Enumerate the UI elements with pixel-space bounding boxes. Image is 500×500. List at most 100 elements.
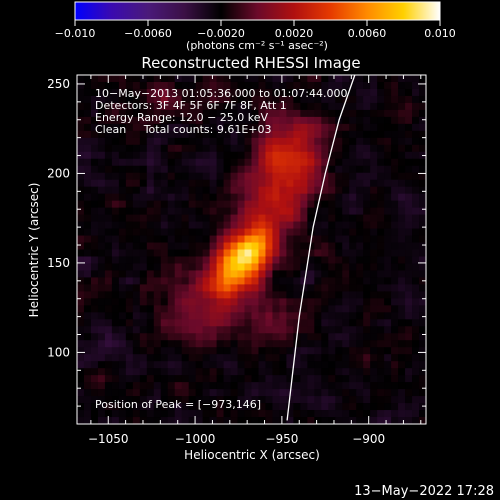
heatmap-cell xyxy=(132,333,141,341)
heatmap-cell xyxy=(405,326,413,334)
heatmap-cell xyxy=(279,123,287,132)
heatmap-cell xyxy=(132,403,141,411)
heatmap-cell xyxy=(216,165,224,174)
heatmap-cell xyxy=(377,249,385,257)
heatmap-cell xyxy=(321,200,329,209)
heatmap-cell xyxy=(244,382,252,390)
heatmap-cell xyxy=(272,130,280,139)
heatmap-cell xyxy=(349,179,357,188)
heatmap-cell xyxy=(237,396,245,404)
heatmap-cell xyxy=(265,200,273,209)
heatmap-cell xyxy=(223,249,231,257)
heatmap-cell xyxy=(132,137,141,146)
heatmap-cell xyxy=(77,75,85,83)
heatmap-cell xyxy=(384,326,392,334)
heatmap-cell xyxy=(265,375,273,383)
heatmap-cell xyxy=(405,109,413,118)
heatmap-cell xyxy=(377,221,385,229)
heatmap-cell xyxy=(209,130,217,139)
heatmap-cell xyxy=(412,116,420,125)
heatmap-cell xyxy=(307,172,315,181)
heatmap-cell xyxy=(314,396,322,404)
heatmap-cell xyxy=(314,270,322,278)
annotation-detectors: Detectors: 3F 4F 5F 6F 7F 8F, Att 1 xyxy=(95,99,287,112)
heatmap-cell xyxy=(202,242,211,250)
heatmap-cell xyxy=(77,382,85,390)
heatmap-cell xyxy=(188,144,197,153)
heatmap-cell xyxy=(83,214,92,222)
heatmap-cell xyxy=(398,200,406,209)
y-tick-label: 200 xyxy=(47,166,70,180)
heatmap-cell xyxy=(132,81,141,90)
heatmap-cell xyxy=(237,242,245,250)
heatmap-cell xyxy=(377,144,385,153)
heatmap-cell xyxy=(363,221,371,229)
heatmap-cell xyxy=(181,179,190,188)
heatmap-cell xyxy=(349,333,357,341)
heatmap-cell xyxy=(139,354,148,362)
heatmap-cell xyxy=(216,396,224,404)
heatmap-cell xyxy=(356,410,364,418)
heatmap-cell xyxy=(83,193,92,202)
heatmap-cell xyxy=(377,207,385,215)
heatmap-cell xyxy=(384,200,392,209)
heatmap-cell xyxy=(321,305,329,313)
heatmap-cell xyxy=(237,88,245,97)
heatmap-cell xyxy=(293,410,301,418)
heatmap-cell xyxy=(83,382,92,390)
heatmap-cell xyxy=(279,130,287,139)
heatmap-cell xyxy=(279,277,287,285)
heatmap-cell xyxy=(370,382,378,390)
heatmap-cell xyxy=(125,403,134,411)
heatmap-cell xyxy=(342,193,350,202)
heatmap-cell xyxy=(90,200,99,209)
heatmap-cell xyxy=(363,298,371,306)
heatmap-cell xyxy=(300,403,308,411)
heatmap-cell xyxy=(377,263,385,271)
heatmap-cell xyxy=(419,186,426,195)
heatmap-cell xyxy=(104,151,113,160)
heatmap-cell xyxy=(405,291,413,299)
heatmap-cell xyxy=(223,417,231,424)
heatmap-cell xyxy=(139,235,148,243)
heatmap-cell xyxy=(118,417,127,424)
heatmap-cell xyxy=(181,333,190,341)
heatmap-cell xyxy=(405,144,413,153)
heatmap-cell xyxy=(265,340,273,348)
heatmap-cell xyxy=(286,410,294,418)
heatmap-cell xyxy=(188,361,197,369)
heatmap-cell xyxy=(272,277,280,285)
heatmap-cell xyxy=(209,137,217,146)
heatmap-cell xyxy=(118,347,127,355)
heatmap-cell xyxy=(321,165,329,174)
heatmap-cell xyxy=(279,389,287,397)
heatmap-cell xyxy=(104,102,113,111)
heatmap-cell xyxy=(377,382,385,390)
heatmap-cell xyxy=(174,193,183,202)
heatmap-cell xyxy=(377,354,385,362)
heatmap-cell xyxy=(209,312,217,320)
heatmap-cell xyxy=(419,81,426,90)
heatmap-cell xyxy=(335,151,343,160)
heatmap-cell xyxy=(153,165,162,174)
heatmap-cell xyxy=(342,403,350,411)
heatmap-cell xyxy=(146,130,155,139)
heatmap-cell xyxy=(139,179,148,188)
heatmap-cell xyxy=(181,200,190,209)
heatmap-cell xyxy=(272,249,280,257)
heatmap-cell xyxy=(202,109,211,118)
heatmap-cell xyxy=(363,186,371,195)
heatmap-cell xyxy=(132,396,141,404)
heatmap-cell xyxy=(146,396,155,404)
heatmap-cell xyxy=(258,333,266,341)
heatmap-cell xyxy=(118,179,127,188)
heatmap-cell xyxy=(258,75,266,83)
heatmap-cell xyxy=(153,186,162,195)
heatmap-cell xyxy=(216,347,224,355)
heatmap-cell xyxy=(363,242,371,250)
heatmap-cell xyxy=(258,228,266,236)
heatmap-cell xyxy=(188,116,197,125)
heatmap-cell xyxy=(230,137,238,146)
heatmap-cell xyxy=(202,207,211,215)
heatmap-cell xyxy=(146,389,155,397)
